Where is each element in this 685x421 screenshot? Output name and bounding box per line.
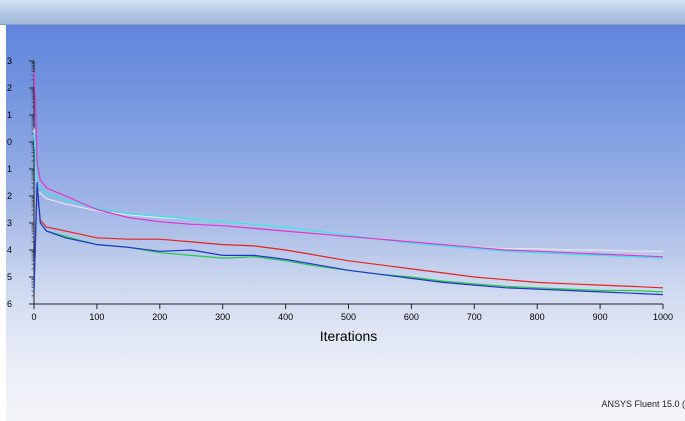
residual-series-line-4 (34, 188, 663, 288)
x-tick-label: 800 (530, 312, 545, 322)
window-title-bar[interactable] (0, 0, 685, 25)
x-tick-label: 200 (152, 312, 167, 322)
y-tick-label: 5 (7, 272, 12, 282)
x-axis: 0 100 200 300 400 500 600 700 800 900 1000 (31, 304, 673, 322)
residuals-graphics-window[interactable]: 3 2 1 0 1 2 3 4 5 6 0 100 200 300 400 500 600 700 800 900 1… (6, 25, 685, 421)
residual-series-line-6 (34, 183, 663, 295)
y-tick-label: 1 (7, 164, 12, 174)
x-tick-label: 900 (593, 312, 608, 322)
series-lines (34, 72, 663, 295)
x-tick-label: 500 (341, 312, 356, 322)
y-tick-label: 6 (7, 299, 12, 309)
x-tick-label: 100 (89, 312, 104, 322)
y-tick-label: 1 (7, 110, 12, 120)
y-tick-label: 2 (7, 83, 12, 93)
x-tick-label: 300 (215, 312, 230, 322)
x-tick-label: 1000 (653, 312, 673, 322)
residual-series-line-1 (34, 129, 663, 252)
residual-series-line-5 (34, 185, 663, 292)
y-tick-label: 3 (7, 56, 12, 66)
residual-series-line-3 (34, 72, 663, 257)
version-label: ANSYS Fluent 15.0 ( (601, 399, 685, 409)
residuals-plot: 3 2 1 0 1 2 3 4 5 6 0 100 200 300 400 500 600 700 800 900 1… (6, 25, 685, 421)
x-axis-title: Iterations (320, 328, 378, 344)
y-axis: 3 2 1 0 1 2 3 4 5 6 (7, 56, 34, 309)
x-tick-label: 600 (404, 312, 419, 322)
y-tick-label: 3 (7, 218, 12, 228)
y-tick-label: 4 (7, 245, 12, 255)
y-tick-label: 2 (7, 191, 12, 201)
x-tick-label: 700 (467, 312, 482, 322)
x-tick-label: 0 (31, 312, 36, 322)
x-tick-label: 400 (278, 312, 293, 322)
y-tick-label: 0 (7, 137, 12, 147)
